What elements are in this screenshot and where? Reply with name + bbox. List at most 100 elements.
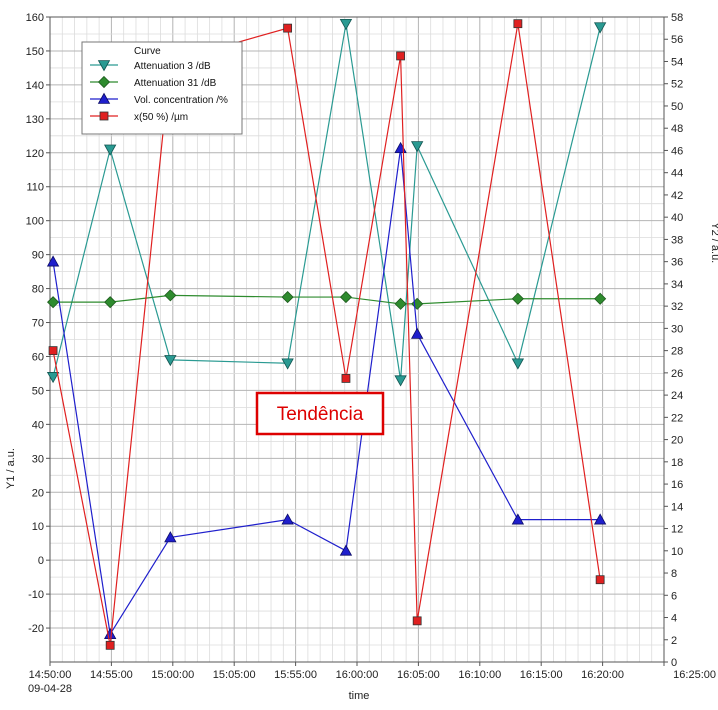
x-tick-label: 15:00:00 [151, 669, 194, 681]
legend-item: Attenuation 3 /dB [90, 60, 211, 72]
y2-tick-label: 48 [671, 123, 683, 135]
y1-tick-label: -20 [28, 623, 44, 635]
y2-tick-label: 30 [671, 323, 683, 335]
data-point [511, 292, 524, 305]
y1-tick-label: 90 [32, 250, 44, 262]
y2-tick-label: 52 [671, 79, 683, 91]
y1-tick-label: 60 [32, 351, 44, 363]
y2-tick-label: 10 [671, 546, 683, 558]
y2-tick-label: 36 [671, 257, 683, 269]
data-point [412, 616, 422, 626]
y2-tick-label: 42 [671, 190, 683, 202]
legend-label: x(50 %) /µm [134, 112, 188, 123]
y2-tick-label: 44 [671, 168, 683, 180]
y2-tick-label: 46 [671, 145, 683, 157]
y2-axis-title: Y2 / a.u. [709, 222, 718, 263]
y2-tick-label: 58 [671, 12, 683, 24]
x-tick-label: 16:05:00 [397, 669, 440, 681]
data-point [410, 141, 424, 153]
annotation-group: Tendência [255, 391, 385, 436]
annotation-box [255, 391, 385, 436]
data-point [394, 375, 407, 387]
x-tick-label: 16:20:00 [581, 669, 624, 681]
legend-label: Attenuation 31 /dB [134, 78, 217, 89]
y1-tick-label: 50 [32, 385, 44, 397]
y2-tick-label: 12 [671, 524, 683, 536]
legend: Curve Attenuation 3 /dB Attenuation 31 /dB… [81, 41, 243, 135]
y2-tick-label: 54 [671, 56, 683, 68]
data-point [46, 372, 60, 384]
y1-tick-label: 30 [32, 453, 44, 465]
data-point [394, 297, 407, 310]
x-tick-label: 16:00:00 [336, 669, 379, 681]
y2-tick-label: 18 [671, 457, 683, 469]
legend-item: x(50 %) /µm [90, 111, 188, 123]
y2-tick-label: 50 [671, 101, 683, 113]
x-tick-label: 15:05:00 [213, 669, 256, 681]
x-tick-label: 16:10:00 [458, 669, 501, 681]
series-3 [46, 141, 607, 639]
data-point [595, 575, 605, 585]
data-point [339, 291, 353, 304]
data-point [47, 296, 60, 309]
data-point [97, 92, 111, 104]
y2-tick-label: 20 [671, 435, 683, 447]
data-point [164, 355, 177, 367]
data-point [513, 19, 523, 29]
data-point [164, 531, 177, 543]
data-point [99, 111, 109, 121]
data-point [281, 513, 294, 525]
data-point [593, 22, 607, 34]
x-tick-label: 15:55:00 [274, 669, 317, 681]
y2-tick-label: 28 [671, 346, 683, 358]
data-point [511, 358, 525, 370]
y2-tick-label: 0 [671, 657, 677, 669]
legend-label: Attenuation 3 /dB [134, 61, 211, 72]
y2-tick-label: 26 [671, 368, 683, 380]
data-point [164, 289, 177, 302]
data-point [511, 513, 525, 525]
series-1 [46, 18, 607, 387]
y1-tick-label: 80 [32, 284, 44, 296]
y2-tick-label: 4 [671, 613, 677, 625]
y2-tick-label: 38 [671, 234, 683, 246]
y2-tick-label: 16 [671, 479, 683, 491]
data-point [396, 51, 405, 61]
y2-tick-label: 34 [671, 279, 683, 291]
legend-item: Vol. concentration /% [90, 92, 228, 106]
series-lines [46, 18, 607, 650]
legend-item: Attenuation 31 /dB [90, 75, 217, 89]
data-point [281, 358, 294, 370]
y2-tick-label: 2 [671, 635, 677, 647]
y1-axis-title: Y1 / a.u. [5, 448, 17, 489]
y2-tick-label: 14 [671, 501, 683, 513]
y2-tick-label: 24 [671, 390, 683, 402]
data-point [97, 60, 111, 72]
y2-tick-label: 8 [671, 568, 677, 580]
data-point [283, 23, 293, 33]
y2-tick-label: 32 [671, 301, 683, 313]
y2-tick-label: 22 [671, 412, 683, 424]
y1-tick-label: 140 [26, 80, 44, 92]
data-point [97, 75, 111, 89]
y1-tick-label: 160 [26, 12, 44, 24]
annotation-label: Tendência [277, 404, 364, 425]
y1-tick-label: 100 [26, 216, 44, 228]
data-point [103, 144, 117, 156]
data-point [339, 18, 353, 31]
y2-tick-label: 56 [671, 34, 683, 46]
y1-tick-label: 10 [32, 521, 44, 533]
x-date-label: 09-04-28 [28, 683, 72, 695]
legend-label: Vol. concentration /% [134, 95, 228, 106]
x-tick-label: 16:25:00 [673, 669, 716, 681]
data-point [410, 327, 424, 339]
x-tick-label: 14:55:00 [90, 669, 133, 681]
y1-tick-label: 20 [32, 487, 44, 499]
data-point [46, 255, 60, 267]
x-tick-label: 16:15:00 [520, 669, 563, 681]
y1-tick-label: 120 [26, 148, 44, 160]
data-point [341, 374, 351, 383]
y1-tick-label: 40 [32, 419, 44, 431]
